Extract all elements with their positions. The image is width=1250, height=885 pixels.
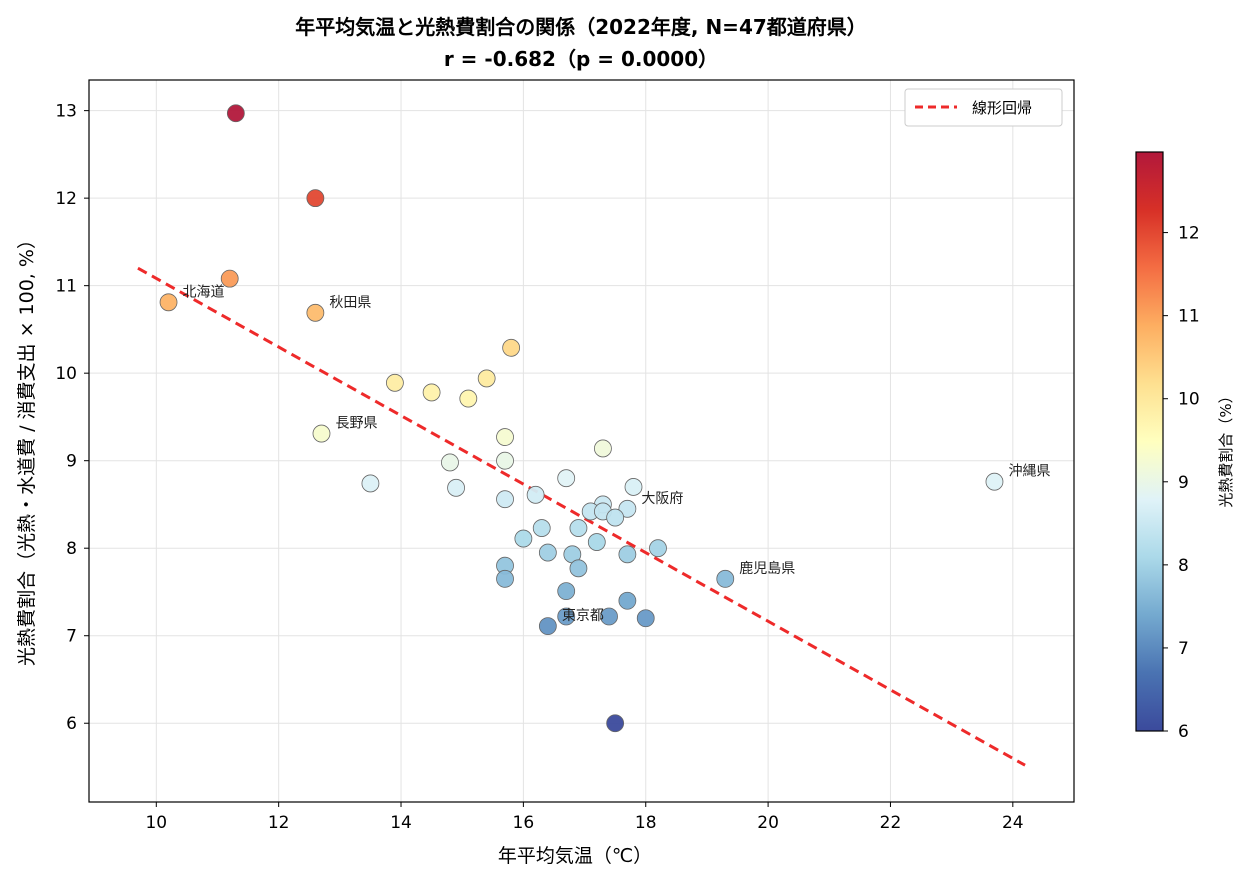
data-point xyxy=(557,607,576,626)
data-point xyxy=(502,338,521,357)
data-point xyxy=(594,439,612,458)
colorbar-tick-label: 11 xyxy=(1178,307,1200,327)
data-point xyxy=(606,714,625,733)
point-label: 秋田県 xyxy=(329,295,371,311)
colorbar-tick-label: 10 xyxy=(1178,390,1200,410)
x-tick-label: 16 xyxy=(513,813,535,833)
y-tick-label: 12 xyxy=(55,189,77,209)
data-point xyxy=(226,104,245,123)
data-point xyxy=(569,559,588,578)
y-tick-label: 8 xyxy=(66,539,77,559)
data-point xyxy=(496,428,514,446)
chart-title: 年平均気温と光熱費割合の関係（2022年度, N=47都道府県） xyxy=(295,15,867,39)
data-point xyxy=(649,539,667,558)
data-point xyxy=(386,373,404,392)
data-point xyxy=(526,485,545,504)
point-label: 鹿児島県 xyxy=(739,560,795,577)
legend: 線形回帰 xyxy=(904,88,1063,127)
colorbar-ticks: 6 7 8 9 10 11 12 xyxy=(1163,224,1200,742)
colorbar-gradient xyxy=(1135,151,1164,732)
regression-line-group xyxy=(137,266,1026,767)
data-point xyxy=(220,269,239,288)
legend-box xyxy=(904,88,1063,127)
y-axis-ticks: 6 7 8 9 10 11 12 13 xyxy=(55,102,89,734)
chart-subtitle: r = -0.682（p = 0.0000） xyxy=(444,47,718,71)
y-tick-label: 11 xyxy=(55,277,77,297)
y-tick-label: 7 xyxy=(66,627,77,647)
legend-label-regression: 線形回帰 xyxy=(972,99,1032,117)
data-point xyxy=(496,569,514,588)
data-point xyxy=(159,293,178,312)
data-point xyxy=(624,478,643,496)
x-tick-label: 10 xyxy=(145,813,167,833)
colorbar-tick-label: 8 xyxy=(1178,556,1189,576)
data-point xyxy=(636,609,655,628)
x-axis-label: 年平均気温（℃） xyxy=(498,845,652,867)
data-point xyxy=(587,533,606,551)
data-point xyxy=(532,519,551,537)
data-point xyxy=(557,582,576,600)
data-point xyxy=(496,451,514,470)
data-point xyxy=(618,545,637,564)
colorbar-label: 光熱費割合（%） xyxy=(1217,388,1235,507)
data-point xyxy=(496,490,514,509)
point-label: 沖縄県 xyxy=(1008,464,1050,480)
point-label: 東京都 xyxy=(562,608,604,624)
data-point xyxy=(606,508,625,527)
data-point xyxy=(306,303,325,322)
point-label: 北海道 xyxy=(183,284,225,300)
data-point xyxy=(600,607,618,626)
data-point xyxy=(422,383,441,402)
y-tick-label: 13 xyxy=(55,102,77,122)
data-point xyxy=(557,469,576,488)
data-point xyxy=(441,453,459,472)
data-point xyxy=(538,543,557,562)
data-point xyxy=(569,519,588,537)
data-point xyxy=(459,389,478,408)
data-point xyxy=(312,424,331,443)
y-tick-label: 9 xyxy=(66,452,77,472)
y-tick-label: 10 xyxy=(55,364,77,384)
data-point xyxy=(618,499,637,518)
colorbar-tick-label: 12 xyxy=(1178,224,1200,244)
x-tick-label: 12 xyxy=(268,813,290,833)
data-point xyxy=(447,478,465,497)
grid xyxy=(89,80,1074,802)
data-point xyxy=(361,474,380,493)
y-tick-label: 6 xyxy=(66,714,77,734)
data-point xyxy=(477,369,496,388)
data-point xyxy=(716,569,735,588)
y-axis-label: 光熱費割合（光熱・水道費 / 消費支出 × 100, %） xyxy=(16,230,38,666)
data-point xyxy=(985,472,1004,491)
scatter-points xyxy=(159,104,1004,733)
x-tick-label: 18 xyxy=(635,813,657,833)
plot-frame xyxy=(88,79,1075,803)
colorbar: 6 7 8 9 10 11 12 光熱費割合（%） xyxy=(1135,151,1235,742)
data-point xyxy=(306,189,325,208)
colorbar-tick-label: 9 xyxy=(1178,473,1189,493)
regression-line xyxy=(137,266,1026,767)
data-point xyxy=(514,529,533,548)
data-point xyxy=(538,617,557,635)
data-point xyxy=(618,591,637,610)
x-tick-label: 20 xyxy=(757,813,779,833)
point-label: 大阪府 xyxy=(641,491,683,507)
point-label: 長野県 xyxy=(335,416,377,432)
x-tick-label: 14 xyxy=(390,813,412,833)
colorbar-tick-label: 7 xyxy=(1178,639,1189,659)
x-axis-ticks: 10 12 14 16 18 20 22 24 xyxy=(145,802,1024,833)
x-tick-label: 22 xyxy=(880,813,902,833)
colorbar-tick-label: 6 xyxy=(1178,722,1189,742)
x-tick-label: 24 xyxy=(1002,813,1024,833)
